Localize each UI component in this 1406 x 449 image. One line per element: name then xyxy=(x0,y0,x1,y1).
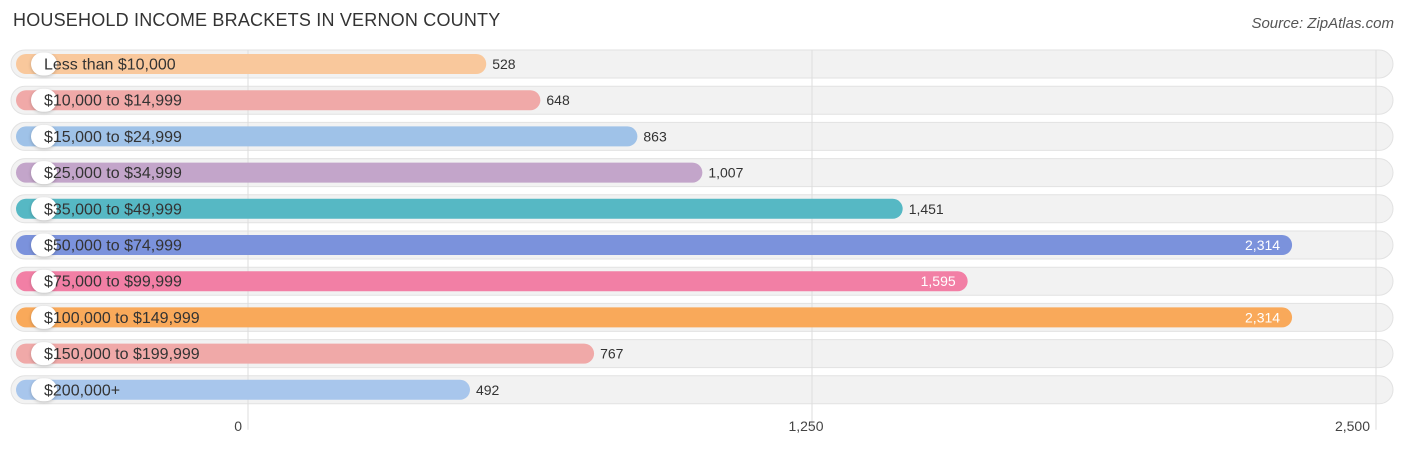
category-label-pill xyxy=(31,269,57,293)
value-label: 492 xyxy=(476,382,500,398)
category-label: $10,000 to $14,999 xyxy=(44,93,182,110)
category-label-pill xyxy=(31,342,57,366)
bar xyxy=(16,271,968,292)
bar xyxy=(16,343,595,364)
category-label: $100,000 to $149,999 xyxy=(44,310,200,327)
tick-label: 1,250 xyxy=(788,418,823,434)
bar xyxy=(16,126,638,147)
bar xyxy=(16,307,1293,328)
category-label: $35,000 to $49,999 xyxy=(44,201,182,218)
value-label: 1,451 xyxy=(909,201,944,217)
chart-source: Source: ZipAtlas.com xyxy=(1251,15,1394,32)
value-label: 1,595 xyxy=(921,273,956,289)
category-label-pill xyxy=(31,197,57,221)
category-label: Less than $10,000 xyxy=(44,57,176,74)
bar xyxy=(16,235,1293,255)
value-label: 1,007 xyxy=(708,165,743,181)
bar xyxy=(16,162,703,183)
category-label-pill xyxy=(31,88,57,112)
x-axis-ticks: 0 1,250 2,500 xyxy=(234,418,1370,434)
category-label: $15,000 to $24,999 xyxy=(44,129,182,146)
category-label-pill xyxy=(31,161,57,185)
chart-title: HOUSEHOLD INCOME BRACKETS IN VERNON COUN… xyxy=(13,10,501,30)
tick-label: 2,500 xyxy=(1335,418,1370,434)
category-label-pill xyxy=(31,305,57,329)
category-label: $150,000 to $199,999 xyxy=(44,346,200,363)
tick-label: 0 xyxy=(234,418,242,434)
value-label: 2,314 xyxy=(1245,309,1280,325)
bar xyxy=(16,379,470,400)
value-label: 2,314 xyxy=(1245,237,1280,253)
value-label: 863 xyxy=(643,128,667,144)
category-label-pill xyxy=(31,378,57,402)
category-label-pill xyxy=(31,124,57,148)
value-label: 528 xyxy=(492,56,516,72)
category-label-pill xyxy=(31,233,57,257)
value-label: 648 xyxy=(546,92,570,108)
value-label: 767 xyxy=(600,346,624,362)
category-label: $25,000 to $34,999 xyxy=(44,165,182,182)
category-label: $75,000 to $99,999 xyxy=(44,274,182,291)
bar xyxy=(16,90,541,111)
category-label: $50,000 to $74,999 xyxy=(44,238,182,255)
bars: Less than $10,000 528 $10,000 to $14,999 64… xyxy=(16,52,1293,402)
bar xyxy=(16,54,487,74)
category-label: $200,000+ xyxy=(44,382,120,399)
bar xyxy=(16,198,903,219)
category-label-pill xyxy=(31,52,57,76)
